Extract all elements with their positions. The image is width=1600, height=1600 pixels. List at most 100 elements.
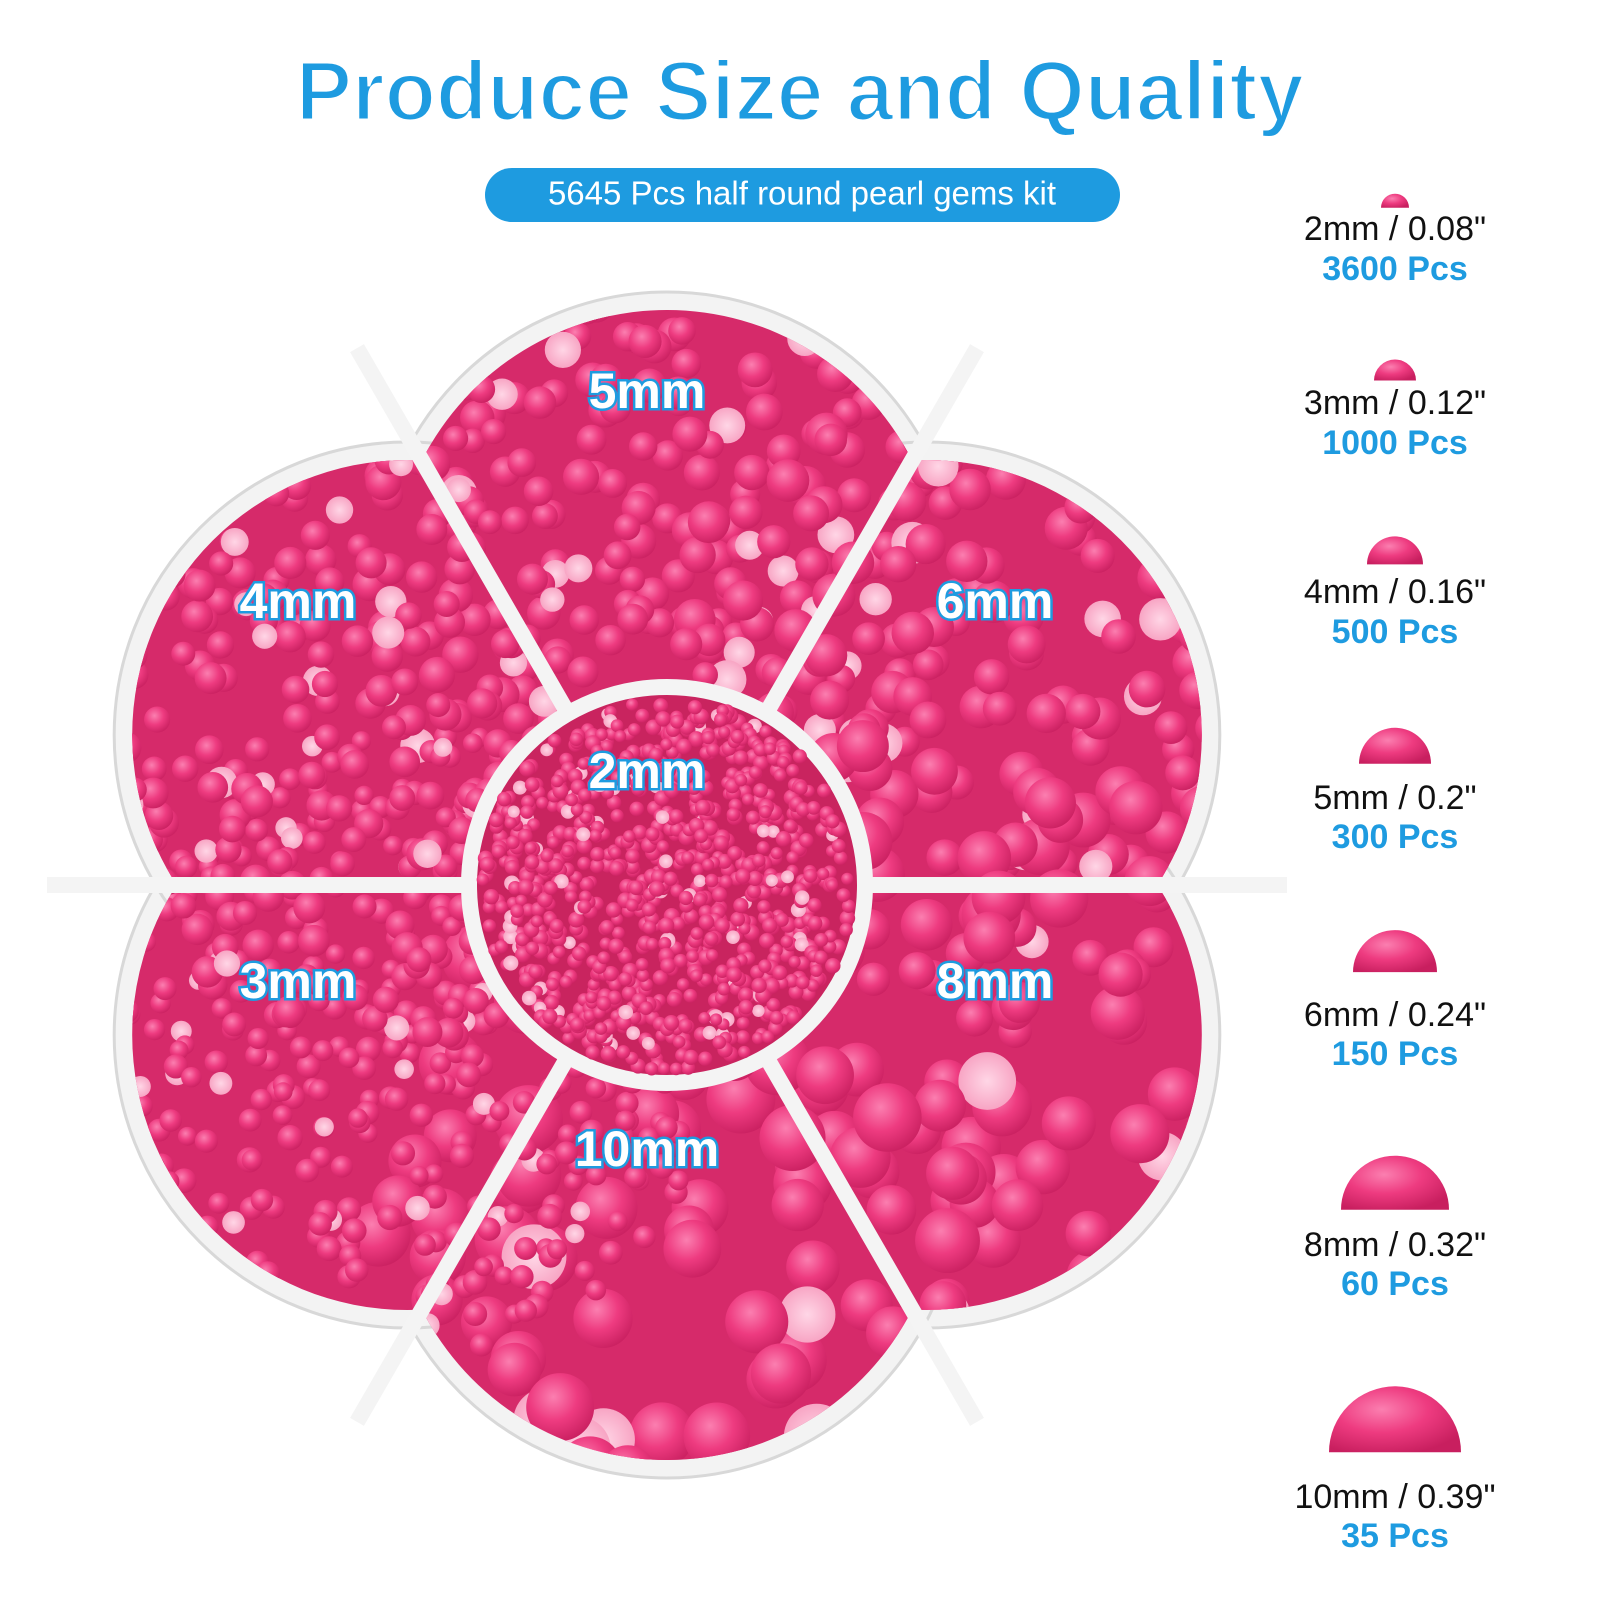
pearl xyxy=(412,1017,443,1048)
pearl xyxy=(671,916,686,931)
pearl xyxy=(751,977,767,994)
pearl xyxy=(776,756,790,769)
pearl xyxy=(293,891,326,924)
pearl xyxy=(761,1030,775,1044)
pearl xyxy=(686,949,699,963)
size-label: 5mm / 0.2" xyxy=(1313,779,1476,817)
size-label: 3mm / 0.12" xyxy=(1304,384,1486,422)
pearl xyxy=(172,755,199,782)
pearl xyxy=(563,458,600,495)
pearl xyxy=(709,1013,723,1026)
pearl xyxy=(1133,927,1174,968)
pearl xyxy=(774,912,789,927)
pearl xyxy=(841,899,856,913)
pearl xyxy=(733,897,749,914)
pearl xyxy=(543,995,560,1011)
pearl xyxy=(659,769,673,783)
pearl xyxy=(628,880,644,896)
pearl xyxy=(281,827,303,849)
pearl xyxy=(442,997,464,1019)
pearl xyxy=(585,1279,607,1301)
pearl xyxy=(570,1201,591,1222)
pearl xyxy=(330,1155,353,1178)
pearl xyxy=(583,1009,596,1022)
pearl xyxy=(670,628,703,661)
pearl xyxy=(348,1108,368,1128)
pearl xyxy=(795,547,829,581)
pearl xyxy=(615,756,631,772)
pearl xyxy=(215,836,242,863)
pearl xyxy=(362,1006,388,1032)
pearl xyxy=(752,1004,765,1018)
pearl xyxy=(911,747,958,795)
pearl xyxy=(383,835,403,856)
pearl xyxy=(405,1195,430,1221)
pearl xyxy=(536,796,549,810)
divider xyxy=(350,1054,574,1426)
pearl xyxy=(409,1166,429,1186)
pearl xyxy=(419,656,456,693)
pearl xyxy=(727,845,742,861)
pearl xyxy=(660,738,673,751)
pearl xyxy=(1098,952,1143,997)
pearl xyxy=(563,1171,583,1191)
pearl xyxy=(735,1030,750,1045)
pearl xyxy=(521,795,535,809)
pearl xyxy=(141,756,167,782)
pearl xyxy=(585,1045,600,1060)
pearl xyxy=(759,725,772,738)
pearl xyxy=(616,1045,631,1059)
pearl xyxy=(1065,1210,1112,1257)
pearl xyxy=(663,871,678,886)
pearl xyxy=(806,800,821,815)
pearl xyxy=(171,1168,197,1193)
pearl xyxy=(503,955,519,971)
title: Produce Size and Quality xyxy=(296,44,1305,138)
pearl xyxy=(714,917,730,934)
pearl xyxy=(793,495,830,532)
pearl xyxy=(672,416,708,452)
pearl xyxy=(652,970,668,986)
pearl xyxy=(274,546,307,580)
pearl xyxy=(603,753,617,766)
pearl xyxy=(723,636,755,668)
pearl xyxy=(658,917,675,934)
pearl xyxy=(766,997,781,1012)
pearl xyxy=(698,914,715,930)
pearl xyxy=(678,1018,693,1033)
pearl xyxy=(395,602,422,629)
pearl xyxy=(144,801,174,830)
pearl xyxy=(804,634,848,677)
pearl xyxy=(676,738,692,755)
pearl xyxy=(406,947,432,973)
pearl xyxy=(590,847,605,862)
pearl xyxy=(181,600,214,633)
pearl xyxy=(633,1225,656,1249)
pearl xyxy=(891,611,934,655)
pearl xyxy=(577,856,591,871)
pearl xyxy=(482,919,497,933)
pearl xyxy=(576,838,593,854)
pearl-icon xyxy=(1359,727,1431,764)
pearl xyxy=(839,910,856,926)
pearl xyxy=(866,1185,917,1235)
pearl xyxy=(729,495,763,530)
pearl xyxy=(609,846,622,859)
pearl xyxy=(341,827,367,852)
pearl xyxy=(658,936,672,951)
pearl xyxy=(738,999,754,1015)
pearl xyxy=(591,744,604,757)
pearl xyxy=(194,839,218,863)
pearl xyxy=(711,887,728,903)
pearl xyxy=(704,873,719,888)
pearl xyxy=(726,966,742,983)
pearl xyxy=(833,851,848,865)
pearl xyxy=(591,776,608,793)
pearl xyxy=(671,348,702,379)
pearl xyxy=(340,750,369,779)
pearl xyxy=(683,988,698,1003)
pearl xyxy=(619,566,646,593)
pearl xyxy=(171,641,196,666)
pearl xyxy=(416,781,445,810)
pearl xyxy=(794,890,810,905)
